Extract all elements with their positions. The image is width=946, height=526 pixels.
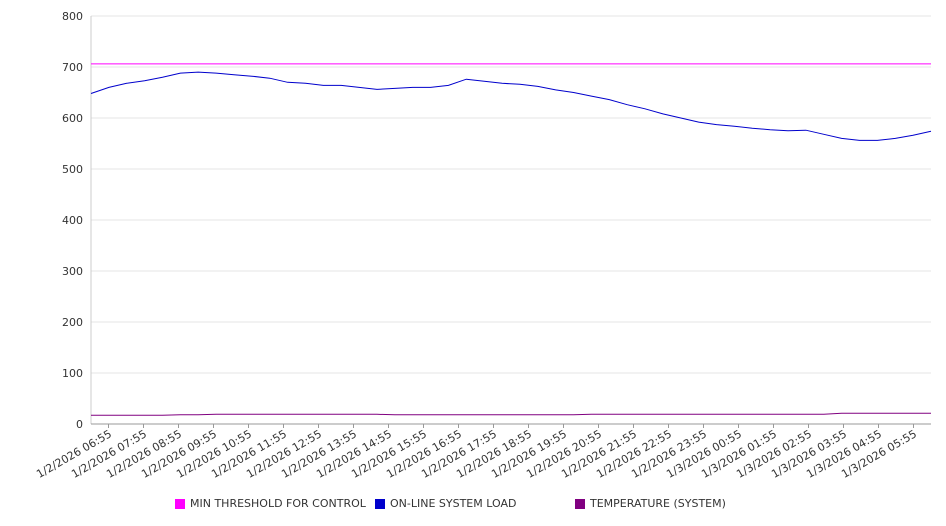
legend-label-min-threshold: MIN THRESHOLD FOR CONTROL xyxy=(190,497,366,510)
y-tick-label: 800 xyxy=(62,10,83,23)
legend-label-temperature: TEMPERATURE (SYSTEM) xyxy=(590,497,726,510)
gridlines xyxy=(91,15,931,374)
legend-item-temperature: TEMPERATURE (SYSTEM) xyxy=(575,497,726,510)
y-tick-label: 0 xyxy=(76,418,83,431)
y-tick-label: 600 xyxy=(62,112,83,125)
line-chart: 0 100 200 300 400 500 600 700 800 1/2/2026 06:55… xyxy=(34,10,932,481)
x-tick-labels: 1/2/2026 06:551/2/2026 07:551/2/2026 08:… xyxy=(34,427,919,481)
legend-swatch-temperature xyxy=(575,498,585,509)
legend-item-min-threshold: MIN THRESHOLD FOR CONTROL xyxy=(175,497,366,510)
y-tick-label: 300 xyxy=(62,265,83,278)
series-line-system-load xyxy=(90,71,932,141)
axes xyxy=(90,16,931,428)
series-line-temperature xyxy=(91,412,931,416)
y-tick-label: 500 xyxy=(62,163,83,176)
y-tick-labels: 0 100 200 300 400 500 600 700 800 xyxy=(62,10,83,431)
legend-swatch-system-load xyxy=(375,498,385,509)
y-tick-label: 100 xyxy=(62,367,83,380)
y-tick-label: 700 xyxy=(62,61,83,74)
y-tick-label: 400 xyxy=(62,214,83,227)
legend: MIN THRESHOLD FOR CONTROL ON-LINE SYSTEM… xyxy=(0,497,946,515)
legend-item-system-load: ON-LINE SYSTEM LOAD xyxy=(375,497,516,510)
series-lines xyxy=(90,63,932,416)
y-tick-label: 200 xyxy=(62,316,83,329)
legend-label-system-load: ON-LINE SYSTEM LOAD xyxy=(390,497,517,510)
legend-swatch-min-threshold xyxy=(175,498,185,509)
